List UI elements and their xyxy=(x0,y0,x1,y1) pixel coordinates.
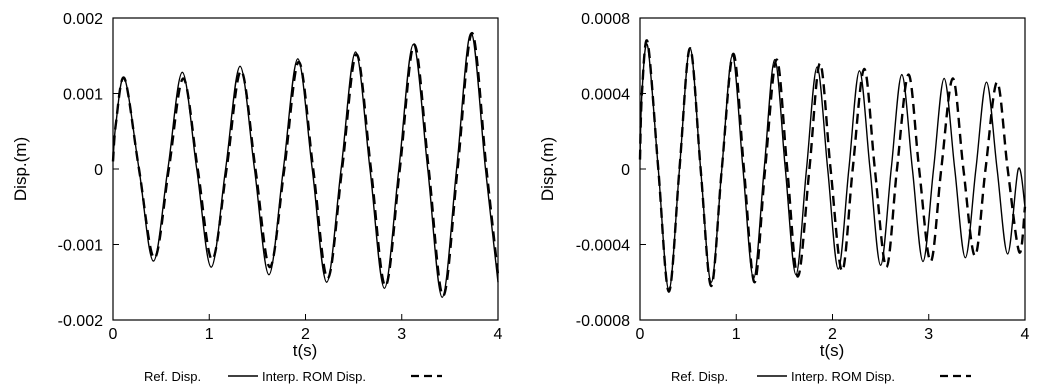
x-tick-label: 1 xyxy=(732,326,741,343)
y-tick-labels: 0.002 0.001 0 -0.001 -0.002 xyxy=(58,11,119,330)
chart-panel-right: 0.0008 0.0004 0 -0.0004 -0.0008 0 1 2 3 4 t(s) D… xyxy=(538,11,1030,384)
y-axis-label: Disp.(m) xyxy=(538,137,557,201)
x-tick-label: 0 xyxy=(636,326,645,343)
plot-frame xyxy=(639,17,1026,321)
x-tick-label: 4 xyxy=(1021,326,1030,343)
x-tick-label: 2 xyxy=(301,326,310,343)
y-tick-label: 0.001 xyxy=(63,87,103,104)
y-axis-label: Disp.(m) xyxy=(11,137,30,201)
y-tick-label: -0.0004 xyxy=(576,238,630,255)
legend-label-ref: Ref. Disp. xyxy=(671,369,728,384)
legend-label-ref: Ref. Disp. xyxy=(144,369,201,384)
x-tick-labels: 0 1 2 3 4 xyxy=(109,314,503,343)
y-tick-label: 0.002 xyxy=(63,11,103,28)
series-line-ref-disp xyxy=(639,43,1026,291)
x-axis-label: t(s) xyxy=(820,341,845,360)
x-tick-label: 3 xyxy=(924,326,933,343)
plot-frame xyxy=(112,17,499,321)
y-tick-label: 0 xyxy=(94,162,103,179)
y-tick-label: -0.002 xyxy=(58,313,103,330)
y-tick-label: 0 xyxy=(621,162,630,179)
series-line-ref-disp xyxy=(112,32,499,299)
x-tick-label: 2 xyxy=(828,326,837,343)
legend-label-rom: Interp. ROM Disp. xyxy=(791,369,895,384)
legend-label-rom: Interp. ROM Disp. xyxy=(262,369,366,384)
y-tick-label: -0.0008 xyxy=(576,313,630,330)
legend: Ref. Disp. Interp. ROM Disp. xyxy=(144,369,442,384)
y-tick-labels: 0.0008 0.0004 0 -0.0004 -0.0008 xyxy=(576,11,646,330)
x-tick-label: 4 xyxy=(494,326,503,343)
x-axis-label: t(s) xyxy=(293,341,318,360)
legend: Ref. Disp. Interp. ROM Disp. xyxy=(671,369,971,384)
x-tick-label: 3 xyxy=(397,326,406,343)
chart-panel-left: 0.002 0.001 0 -0.001 -0.002 0 1 2 3 4 t(s) Disp.… xyxy=(11,11,503,384)
series-lines xyxy=(638,39,1027,293)
x-tick-label: 0 xyxy=(109,326,118,343)
x-tick-labels: 0 1 2 3 4 xyxy=(636,314,1030,343)
y-tick-label: 0.0008 xyxy=(581,11,630,28)
series-line-interp-rom-disp xyxy=(638,39,1027,293)
series-lines xyxy=(111,31,500,299)
series-line-interp-rom-disp xyxy=(111,31,500,298)
y-tick-label: -0.001 xyxy=(58,238,103,255)
x-tick-label: 1 xyxy=(205,326,214,343)
y-tick-label: 0.0004 xyxy=(581,87,630,104)
